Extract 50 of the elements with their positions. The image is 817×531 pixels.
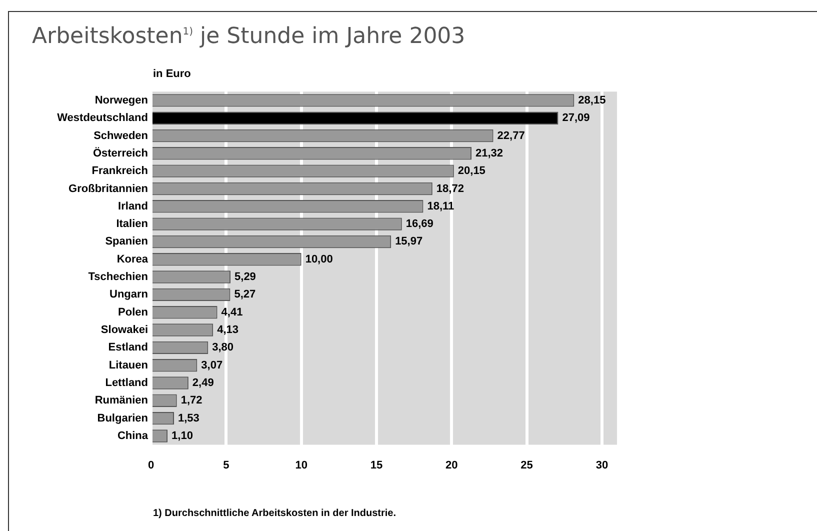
y-tick-label: Tschechien: [88, 271, 148, 284]
data-label: 28,15: [578, 94, 606, 106]
chart-title: Arbeitskosten$^{1)}$ je Stunde im Jahre 2003: [32, 24, 466, 49]
data-label: 3,07: [201, 359, 223, 372]
y-tick-label: Österreich: [92, 146, 148, 160]
data-label: 21,32: [475, 147, 504, 160]
data-label: 10,00: [305, 253, 333, 266]
x-tick-label: 5: [223, 459, 230, 472]
y-tick-label: Spanien: [105, 236, 148, 248]
y-tick-label: Irland: [118, 200, 148, 212]
x-tick-label: 30: [596, 459, 608, 472]
data-label: 27,09: [562, 112, 590, 124]
x-tick-label: 0: [148, 459, 154, 472]
x-axis-title: in Euro: [153, 68, 191, 80]
y-tick-label: Italien: [116, 218, 148, 230]
x-tick-label: 20: [446, 459, 458, 472]
data-label: 15,97: [395, 236, 423, 248]
data-label: 18,72: [436, 182, 464, 195]
data-label: 4,13: [217, 324, 239, 336]
y-tick-label: Polen: [118, 306, 148, 318]
data-label: 22,77: [497, 130, 525, 142]
y-tick-label: Westdeutschland: [57, 112, 148, 124]
data-label: 1,10: [172, 430, 193, 442]
y-tick-label: Großbritannien: [68, 182, 148, 195]
data-label: 4,41: [221, 306, 243, 318]
x-tick-label: 25: [520, 459, 533, 472]
y-tick-label: Rumänien: [94, 394, 148, 407]
y-tick-label: Ungarn: [110, 288, 148, 301]
data-label: 1,53: [178, 412, 200, 424]
y-tick-label: Lettland: [105, 377, 148, 390]
data-label: 16,69: [406, 218, 434, 230]
x-tick-label: 10: [295, 459, 308, 472]
text: 1) Durchschnittliche Arbeitskosten in der Industrie.: [153, 508, 396, 519]
y-tick-label: Korea: [116, 253, 149, 266]
y-tick-label: Bulgarien: [97, 412, 148, 424]
y-tick-label: Schweden: [94, 130, 148, 142]
y-tick-label: Frankreich: [92, 165, 148, 178]
y-tick-label: Estland: [108, 342, 148, 354]
data-label: 5,27: [234, 288, 256, 301]
y-tick-label: China: [117, 430, 149, 442]
x-tick-label: 15: [370, 459, 383, 472]
y-tick-label: Slowakei: [100, 324, 148, 336]
data-label: 1,72: [180, 394, 202, 407]
data-label: 3,80: [212, 342, 234, 354]
y-tick-label: Norwegen: [94, 94, 148, 106]
data-label: 18,11: [427, 200, 454, 212]
y-tick-label: Litauen: [108, 359, 148, 372]
data-label: 2,49: [192, 377, 214, 390]
data-label: 5,29: [234, 271, 256, 284]
data-label: 20,15: [458, 165, 486, 178]
